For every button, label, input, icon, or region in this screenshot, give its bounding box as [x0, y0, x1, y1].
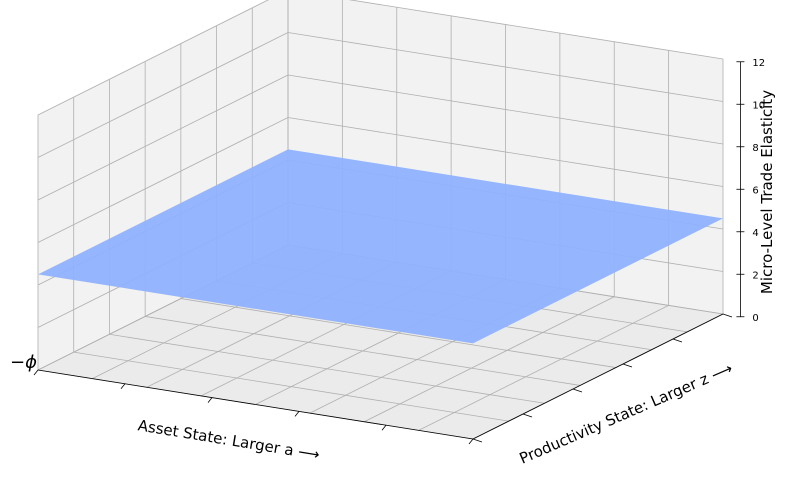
x-axis-line: [37, 369, 474, 440]
grid-line-floor-x: [364, 296, 615, 423]
y-tick: [672, 338, 683, 343]
grid-line-floor-x: [418, 305, 669, 431]
grid-line-left-z: [37, 32, 289, 158]
chart-axes: [33, 61, 745, 445]
y-tick: [472, 438, 483, 443]
grid-line-floor-y: [145, 316, 581, 386]
grid-line-left-z: [37, 74, 289, 201]
y-tick: [722, 313, 733, 318]
grid-line-back-z: [287, 32, 724, 102]
z-tick-label: 0: [752, 313, 758, 324]
grid-line-left-z: [37, 0, 269, 116]
x-axis-label: Asset State: Larger a ⟶: [137, 416, 321, 463]
x-tick: [207, 397, 213, 403]
x-tick: [294, 411, 300, 417]
z-tick-labels: 0 2 4 6 8 10 12: [752, 58, 765, 324]
grid-line-floor-y: [73, 351, 509, 422]
z-axis-label: Micro-Level Trade Elasticity: [758, 90, 776, 294]
x-tick: [120, 383, 126, 390]
grid-line-back-z: [287, 74, 724, 145]
z-tick-label: 2: [752, 270, 758, 281]
x-tick: [468, 438, 474, 445]
x-axis-start-label: −ϕ: [10, 352, 37, 373]
x-tick: [381, 424, 387, 431]
grid-line-back-z: [348, 0, 724, 60]
grid-line-floor-y: [109, 333, 545, 404]
grid-line-left-z: [37, 117, 289, 243]
z-tick-label: 4: [752, 228, 758, 239]
x-tick: [33, 369, 39, 376]
surface-plane: [38, 149, 723, 344]
surface-layer: [38, 149, 723, 344]
grid-line-floor-y: [180, 298, 616, 368]
z-tick-label: 12: [752, 58, 765, 69]
y-tick: [572, 388, 583, 393]
y-axis-line: [472, 313, 724, 440]
z-tick-label: 6: [752, 185, 758, 196]
z-tick-label: 8: [752, 143, 758, 154]
y-tick: [522, 413, 533, 418]
z-tick-label: 10: [752, 100, 765, 111]
y-tick: [622, 363, 633, 368]
grid-line-back-z: [287, 117, 724, 187]
